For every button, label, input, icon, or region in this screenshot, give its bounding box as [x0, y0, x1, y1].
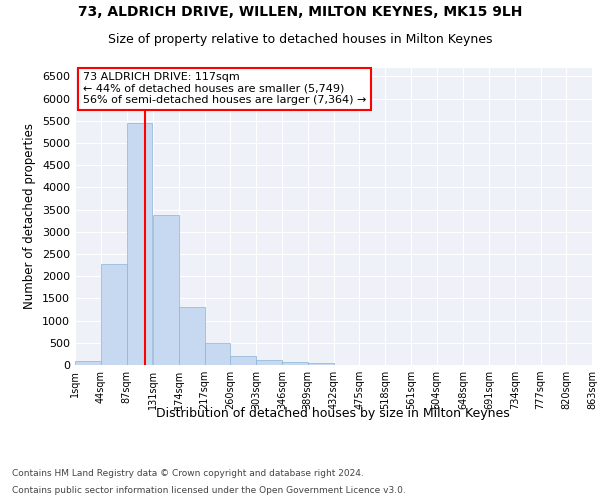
Bar: [127, 122, 152, 365]
Bar: [153, 215, 179, 365]
Text: 73 ALDRICH DRIVE: 117sqm
← 44% of detached houses are smaller (5,749)
56% of sem: 73 ALDRICH DRIVE: 117sqm ← 44% of detach…: [83, 72, 366, 105]
Bar: [75, 362, 101, 365]
Text: Size of property relative to detached houses in Milton Keynes: Size of property relative to detached ho…: [108, 32, 492, 46]
Text: 73, ALDRICH DRIVE, WILLEN, MILTON KEYNES, MK15 9LH: 73, ALDRICH DRIVE, WILLEN, MILTON KEYNES…: [78, 5, 522, 19]
Text: Contains public sector information licensed under the Open Government Licence v3: Contains public sector information licen…: [12, 486, 406, 495]
Bar: [308, 363, 334, 365]
Text: Contains HM Land Registry data © Crown copyright and database right 2024.: Contains HM Land Registry data © Crown c…: [12, 468, 364, 477]
Bar: [282, 362, 308, 365]
Y-axis label: Number of detached properties: Number of detached properties: [23, 123, 37, 309]
Bar: [256, 360, 282, 365]
Bar: [230, 356, 256, 365]
Bar: [101, 264, 127, 365]
Bar: [179, 308, 205, 365]
Bar: [205, 343, 230, 365]
Text: Distribution of detached houses by size in Milton Keynes: Distribution of detached houses by size …: [156, 408, 510, 420]
